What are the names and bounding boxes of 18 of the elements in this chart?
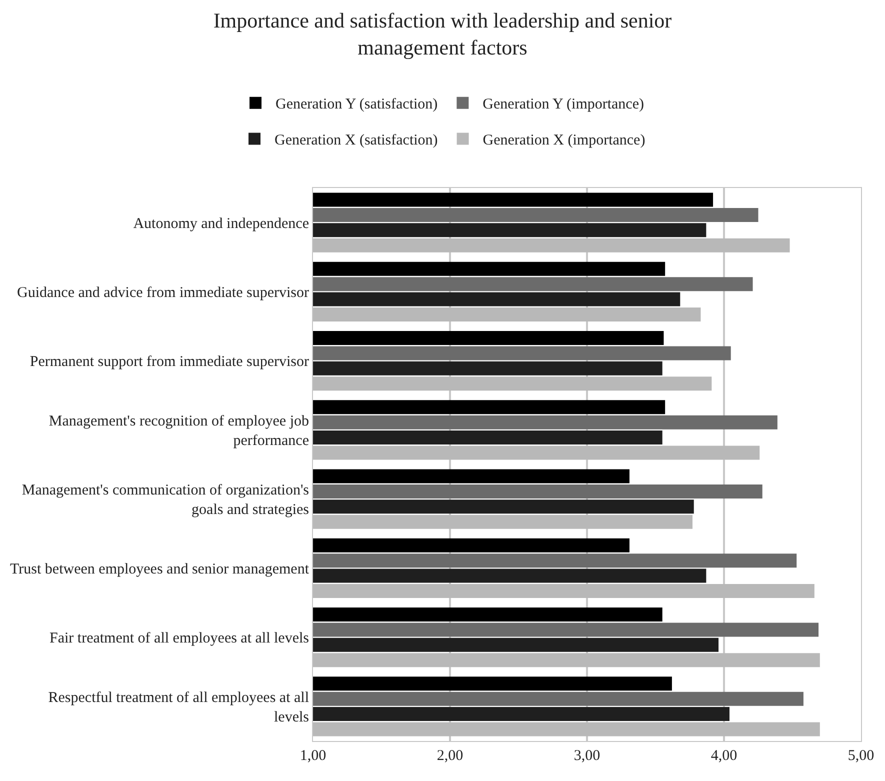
x-tick-label: 4,00: [710, 748, 738, 764]
legend-label: Generation Y (satisfaction): [276, 96, 438, 113]
y-tick-label: Management's recognition of employee job performance: [48, 413, 310, 449]
y-tick-label: Guidance and advice from immediate supervisor: [17, 284, 309, 301]
y-tick-label: Autonomy and independence: [133, 216, 310, 232]
x-tick-label: 5,00: [848, 748, 874, 764]
x-tick-label: 2,00: [436, 748, 464, 764]
y-tick-label: Permanent support from immediate supervisor: [30, 354, 309, 370]
y-tick-label: Management's communication of organization's goals and strategies: [22, 482, 310, 518]
legend-label: Generation X (satisfaction): [274, 132, 438, 149]
x-tick-label: 1,00: [300, 748, 326, 764]
legend-label: Generation X (importance): [482, 132, 646, 149]
x-tick-label: 3,00: [574, 748, 600, 764]
legend-label: Generation Y (importance): [482, 96, 644, 113]
y-tick-label: Trust between employees and senior management: [10, 561, 310, 578]
y-tick-label: Respectful treatment of all employees at all levels: [48, 690, 310, 726]
y-tick-label: Fair treatment of all employees at all levels: [50, 630, 310, 647]
chart-title: Importance and satisfaction with leadership and senior management factors: [213, 8, 672, 60]
